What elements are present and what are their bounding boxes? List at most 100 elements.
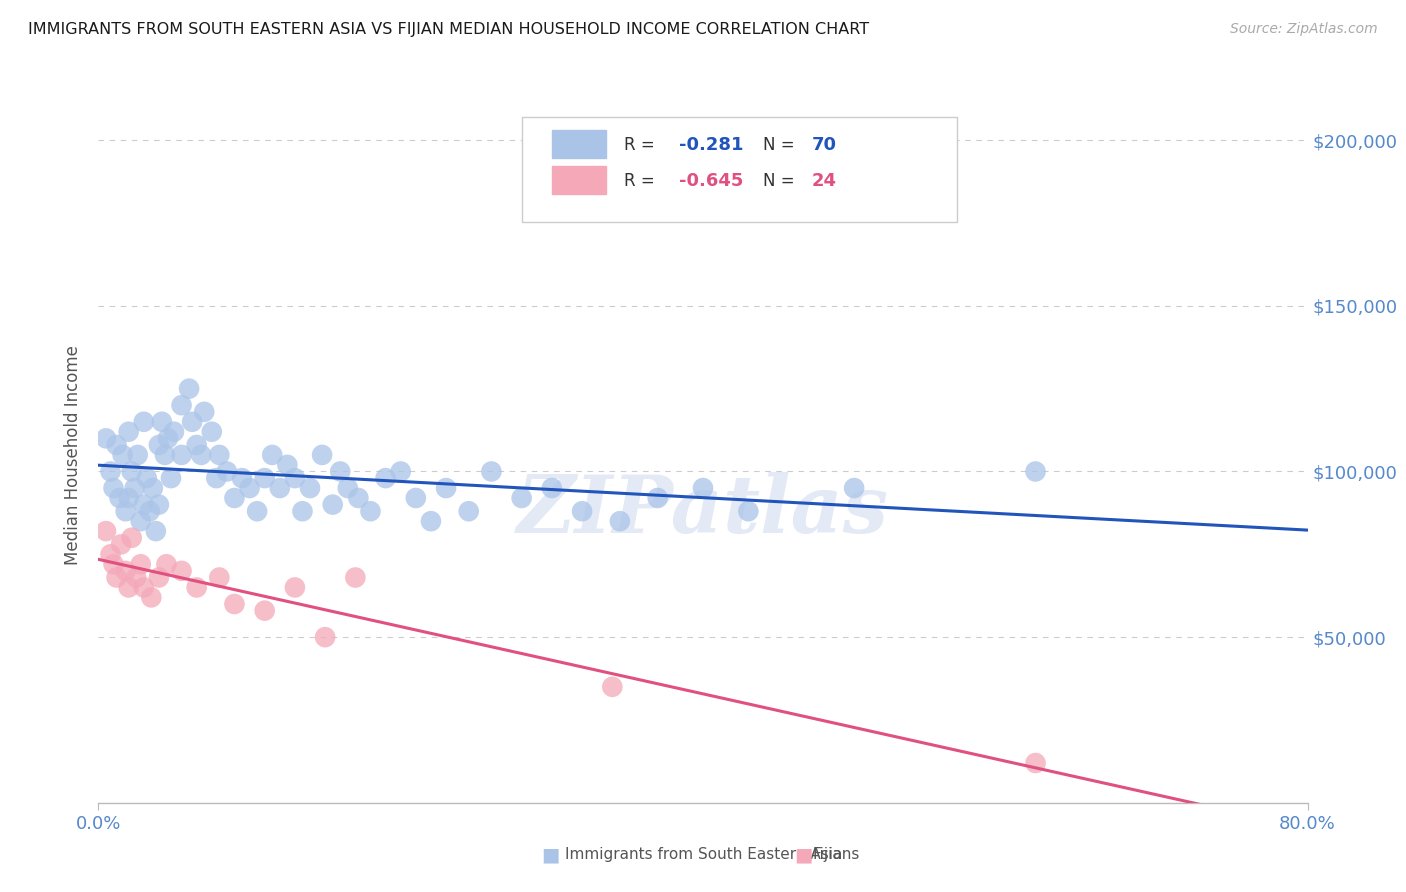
Point [329, 465, 352, 479]
Point [181, 415, 204, 429]
Point [374, 471, 396, 485]
Point [692, 481, 714, 495]
Point [110, 537, 132, 551]
Point [153, 448, 176, 462]
Point [179, 382, 201, 396]
Point [208, 448, 231, 462]
Point [231, 471, 253, 485]
Point [170, 398, 193, 412]
Point [145, 524, 167, 538]
Point [571, 504, 593, 518]
Point [118, 581, 141, 595]
Point [457, 504, 479, 518]
Point [208, 570, 231, 584]
Bar [553, 166, 606, 194]
Point [129, 558, 152, 572]
Text: IMMIGRANTS FROM SOUTH EASTERN ASIA VS FIJIAN MEDIAN HOUSEHOLD INCOME CORRELATION: IMMIGRANTS FROM SOUTH EASTERN ASIA VS FI… [28, 22, 869, 37]
Point [105, 438, 128, 452]
Text: N =: N = [763, 136, 800, 154]
Point [141, 591, 163, 605]
Point [262, 448, 284, 462]
Point [284, 581, 307, 595]
Point [142, 481, 165, 495]
Point [215, 465, 238, 479]
Point [163, 425, 186, 439]
Point [481, 465, 503, 479]
Point [132, 581, 155, 595]
Point [150, 415, 173, 429]
Point [156, 431, 179, 445]
Point [291, 504, 314, 518]
Point [132, 415, 155, 429]
Text: ■: ■ [794, 845, 813, 864]
Bar [553, 130, 606, 158]
Point [602, 680, 624, 694]
Text: -0.645: -0.645 [679, 172, 744, 191]
Point [284, 471, 307, 485]
Point [246, 504, 269, 518]
Point [314, 630, 336, 644]
FancyBboxPatch shape [522, 118, 957, 222]
Point [121, 465, 143, 479]
Point [389, 465, 412, 479]
Y-axis label: Median Household Income: Median Household Income [65, 345, 83, 565]
Point [127, 448, 149, 462]
Point [118, 425, 141, 439]
Point [540, 481, 562, 495]
Point [129, 514, 152, 528]
Point [121, 531, 143, 545]
Point [114, 564, 136, 578]
Point [405, 491, 427, 505]
Point [186, 438, 208, 452]
Text: 24: 24 [811, 172, 837, 191]
Point [193, 405, 215, 419]
Point [135, 471, 157, 485]
Point [148, 498, 170, 512]
Point [100, 465, 122, 479]
Text: R =: R = [624, 136, 661, 154]
Point [155, 558, 177, 572]
Point [1024, 756, 1046, 770]
Point [132, 498, 155, 512]
Point [434, 481, 457, 495]
Point [100, 547, 122, 561]
Point [125, 570, 148, 584]
Point [124, 481, 146, 495]
Point [160, 471, 183, 485]
Text: ZIPatlas: ZIPatlas [517, 472, 889, 549]
Point [253, 471, 276, 485]
Point [105, 570, 128, 584]
Point [205, 471, 228, 485]
Point [1024, 465, 1046, 479]
Point [299, 481, 322, 495]
Point [737, 504, 759, 518]
Point [344, 570, 367, 584]
Point [103, 481, 125, 495]
Point [114, 504, 136, 518]
Text: N =: N = [763, 172, 800, 191]
Point [647, 491, 669, 505]
Point [269, 481, 291, 495]
Point [148, 570, 170, 584]
Point [253, 604, 276, 618]
Point [190, 448, 212, 462]
Point [336, 481, 359, 495]
Point [609, 514, 631, 528]
Point [311, 448, 333, 462]
Point [420, 514, 443, 528]
Text: 70: 70 [811, 136, 837, 154]
Point [224, 597, 246, 611]
Text: Fijians: Fijians [813, 847, 860, 862]
Point [360, 504, 382, 518]
Text: Source: ZipAtlas.com: Source: ZipAtlas.com [1230, 22, 1378, 37]
Point [118, 491, 141, 505]
Text: ■: ■ [541, 845, 560, 864]
Point [170, 448, 193, 462]
Point [108, 491, 131, 505]
Point [94, 524, 117, 538]
Point [276, 458, 298, 472]
Point [239, 481, 262, 495]
Point [201, 425, 224, 439]
Point [111, 448, 134, 462]
Text: Immigrants from South Eastern Asia: Immigrants from South Eastern Asia [565, 847, 842, 862]
